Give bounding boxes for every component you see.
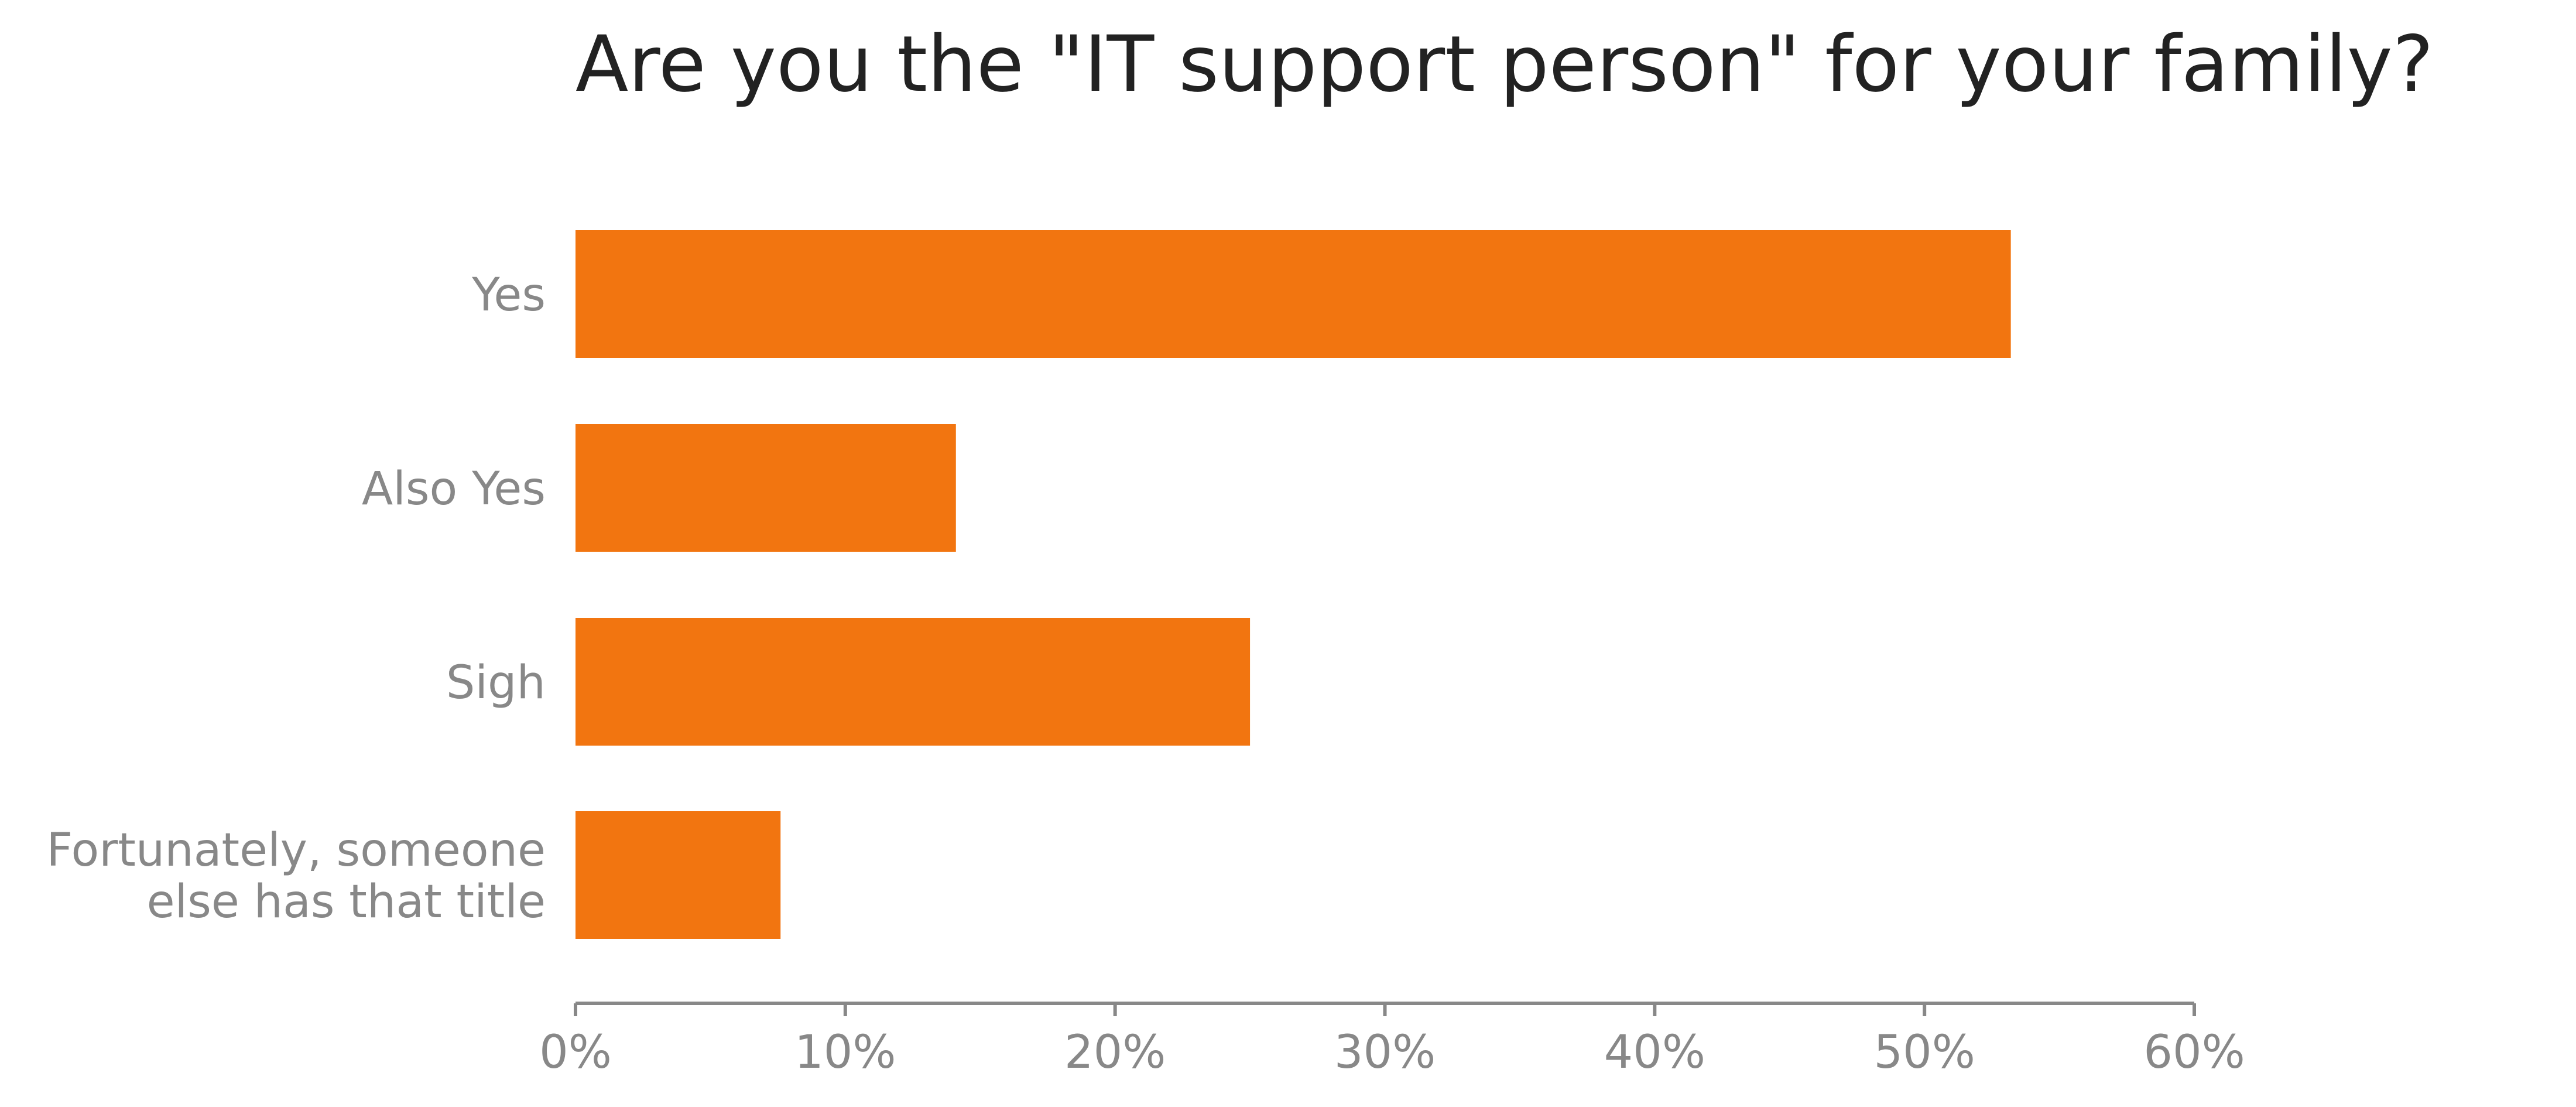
x-tick-label: 60% [2143,1026,2245,1079]
category-label-fortunately-someone-else-has-that-title: Fortunately, someone else has that title [46,824,546,928]
category-label-sigh: Sigh [446,657,546,709]
chart-title: Are you the "IT support person" for your… [576,19,2434,110]
category-label-line: Yes [471,269,546,322]
x-tick-label: 10% [794,1026,896,1079]
category-labels: Yes Also Yes Sigh Fortunately, someone else … [46,269,546,928]
bar-also-yes [576,424,956,552]
x-axis: 0% 10% 20% 30% 40% 50% 60% [539,1002,2245,1079]
x-tick-label: 0% [539,1026,612,1079]
category-label-line: Fortunately, someone [46,824,546,877]
category-label-line: else has that title [147,876,546,928]
x-tick-label: 20% [1064,1026,1166,1079]
x-tick-label: 30% [1334,1026,1436,1079]
x-tick-label: 50% [1873,1026,1975,1079]
category-label-line: Sigh [446,657,546,709]
bar-yes [576,230,2011,358]
category-label-line: Also Yes [362,463,546,515]
bar-fortunately-someone-else-has-that-title [576,811,781,939]
category-label-yes: Yes [471,269,546,322]
x-tick-label: 40% [1604,1026,1705,1079]
bars-layer [576,230,2011,939]
category-label-also-yes: Also Yes [362,463,546,515]
bar-sigh [576,618,1251,746]
